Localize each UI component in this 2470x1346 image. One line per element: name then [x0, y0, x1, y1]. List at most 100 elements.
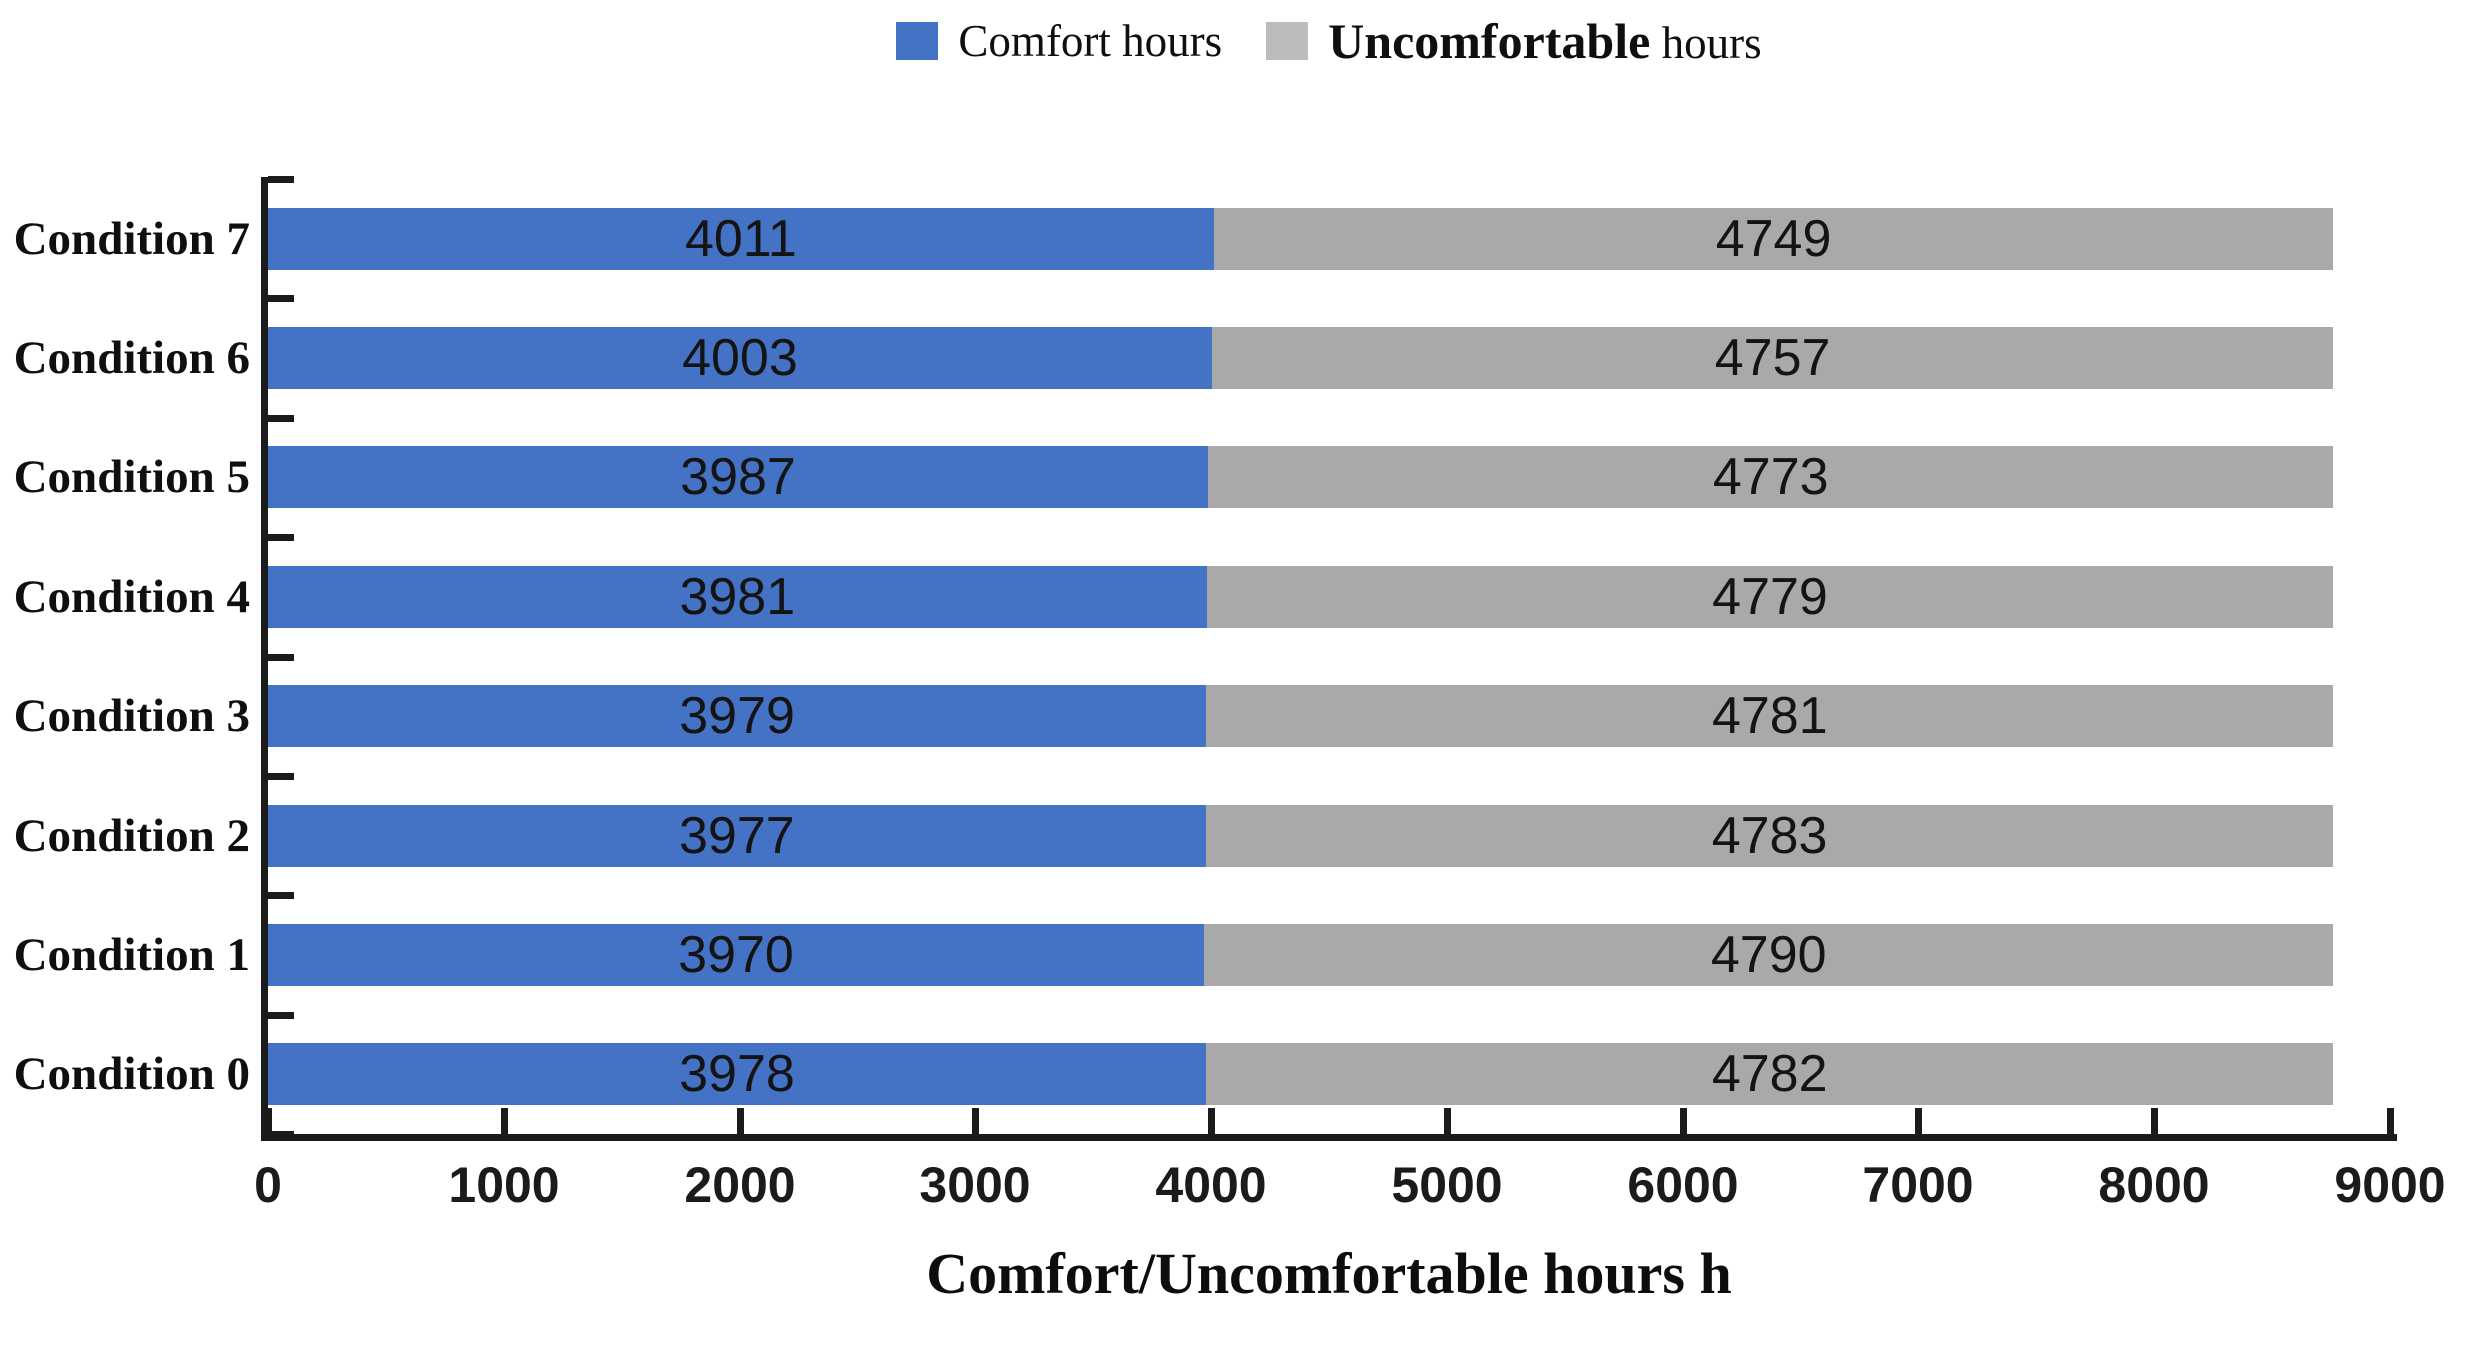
x-axis-tick-label: 1000	[448, 1157, 560, 1213]
bar-value-label: 3977	[679, 806, 795, 865]
x-axis-tick	[501, 1108, 508, 1134]
bar-value-label: 4790	[1710, 925, 1827, 984]
y-axis-tick	[268, 773, 294, 780]
x-axis-tick-label: 5000	[1391, 1157, 1503, 1213]
legend-label: Comfort hours	[958, 15, 1223, 66]
uncomfortable-bar-segment: 4781	[1206, 685, 2334, 748]
y-axis-tick	[268, 654, 294, 661]
bar-stack: 4003 4757	[268, 327, 2390, 390]
category-label: Condition 2	[13, 809, 250, 862]
bar-value-label: 4779	[1712, 567, 1828, 626]
uncomfortable-bar-segment: 4783	[1205, 804, 2334, 867]
y-axis-tick	[268, 1012, 294, 1019]
x-axis-tick	[2151, 1108, 2158, 1134]
bar-value-label: 4749	[1715, 209, 1832, 268]
bar-row: 3977 4783	[268, 776, 2390, 895]
legend-label: Uncomfortable hours	[1328, 16, 1761, 66]
bar-value-label: 4781	[1711, 687, 1828, 746]
y-axis-tick	[268, 415, 294, 422]
legend-item: Comfort hours	[896, 15, 1223, 66]
comfort-bar-segment: 4011	[268, 207, 1214, 270]
bar-stack: 3970 4790	[268, 923, 2390, 986]
category-label: Condition 3	[13, 690, 250, 743]
x-axis-title: Comfort/Uncomfortable hours h	[926, 1241, 1732, 1306]
x-axis-tick	[1915, 1108, 1922, 1134]
bar-value-label: 4773	[1712, 448, 1829, 507]
y-axis-tick	[268, 892, 294, 899]
bar-value-label: 3979	[679, 687, 795, 746]
bar-row: 3978 4782	[268, 1015, 2390, 1134]
y-axis-tick	[268, 1131, 294, 1138]
bar-value-label: 4011	[684, 209, 797, 268]
category-label: Condition 6	[13, 332, 250, 385]
bar-value-label: 3987	[680, 448, 796, 507]
category-label: Condition 1	[13, 928, 250, 981]
bar-row: 3987 4773	[268, 418, 2390, 537]
x-axis-tick-label: 0	[254, 1157, 282, 1213]
x-axis-tick-label: 6000	[1627, 1157, 1739, 1213]
x-axis-tick	[1680, 1108, 1687, 1134]
legend-item: Uncomfortable hours	[1266, 16, 1762, 66]
uncomfortable-bar-segment: 4757	[1211, 327, 2334, 390]
bar-row: 3981 4779	[268, 537, 2390, 656]
category-labels: Condition 7 Condition 6 Condition 5 Conditi…	[0, 179, 250, 1134]
bar-value-label: 3970	[678, 925, 794, 984]
bar-value-label: 4757	[1714, 329, 1831, 388]
y-axis-tick	[268, 295, 294, 302]
legend-label-part: Uncomfortable	[1328, 13, 1651, 69]
bar-stack: 4011 4749	[268, 207, 2390, 270]
comfort-bar-segment: 3978	[268, 1043, 1206, 1106]
bar-stack: 3981 4779	[268, 565, 2390, 628]
bar-value-label: 4003	[682, 329, 798, 388]
x-axis-tick	[737, 1108, 744, 1134]
y-axis-line	[261, 177, 268, 1141]
uncomfortable-bar-segment: 4782	[1205, 1043, 2334, 1106]
bar-row: 4003 4757	[268, 298, 2390, 417]
legend-label-part: Comfort hours	[958, 15, 1223, 66]
comfort-bar-segment: 4003	[268, 327, 1212, 390]
x-axis-tick	[265, 1108, 272, 1134]
category-label: Condition 4	[13, 570, 250, 623]
bar-stack: 3987 4773	[268, 446, 2390, 509]
uncomfortable-bar-segment: 4790	[1204, 923, 2334, 986]
legend: Comfort hours Uncomfortable hours	[268, 16, 2390, 66]
comfort-bar-segment: 3970	[268, 923, 1205, 986]
x-axis-tick-label: 3000	[919, 1157, 1031, 1213]
y-axis-tick	[268, 534, 294, 541]
uncomfortable-bar-segment: 4749	[1213, 207, 2334, 270]
bar-stack: 3979 4781	[268, 685, 2390, 748]
legend-swatch-icon	[1266, 22, 1309, 60]
legend-swatch-icon	[896, 22, 939, 60]
x-axis-tick-label: 2000	[684, 1157, 796, 1213]
x-axis-tick-label: 7000	[1862, 1157, 1974, 1213]
x-axis-tick-label: 9000	[2334, 1157, 2446, 1213]
x-axis-tick-label: 8000	[2098, 1157, 2210, 1213]
bars: 4011 4749 4003 4757 3987 4773 3981 4779 3979 4781…	[268, 179, 2390, 1134]
bar-stack: 3978 4782	[268, 1043, 2390, 1106]
bar-value-label: 3978	[679, 1045, 795, 1104]
comfort-bar-segment: 3987	[268, 446, 1209, 509]
x-axis-tick	[972, 1108, 979, 1134]
comfort-bar-segment: 3981	[268, 565, 1207, 628]
bar-stack: 3977 4783	[268, 804, 2390, 867]
bar-value-label: 4782	[1711, 1045, 1828, 1104]
comfort-bar-segment: 3977	[268, 804, 1206, 867]
bar-row: 3979 4781	[268, 657, 2390, 776]
bar-row: 3970 4790	[268, 895, 2390, 1014]
plot-area: 4011 4749 4003 4757 3987 4773 3981 4779 3979 4781…	[261, 176, 2397, 1141]
comfort-bar-segment: 3979	[268, 685, 1207, 748]
bar-row: 4011 4749	[268, 179, 2390, 298]
y-axis-tick	[268, 176, 294, 183]
bar-value-label: 4783	[1711, 806, 1828, 865]
x-axis-tick	[2387, 1108, 2394, 1134]
x-axis-tick	[1444, 1108, 1451, 1134]
uncomfortable-bar-segment: 4773	[1208, 446, 2334, 509]
legend-label-part: hours	[1650, 18, 1762, 68]
category-label: Condition 5	[13, 451, 250, 504]
uncomfortable-bar-segment: 4779	[1206, 565, 2334, 628]
category-label: Condition 0	[13, 1048, 250, 1101]
x-axis-line	[261, 1134, 2397, 1141]
bar-value-label: 3981	[679, 567, 796, 626]
x-axis-tick	[1208, 1108, 1215, 1134]
